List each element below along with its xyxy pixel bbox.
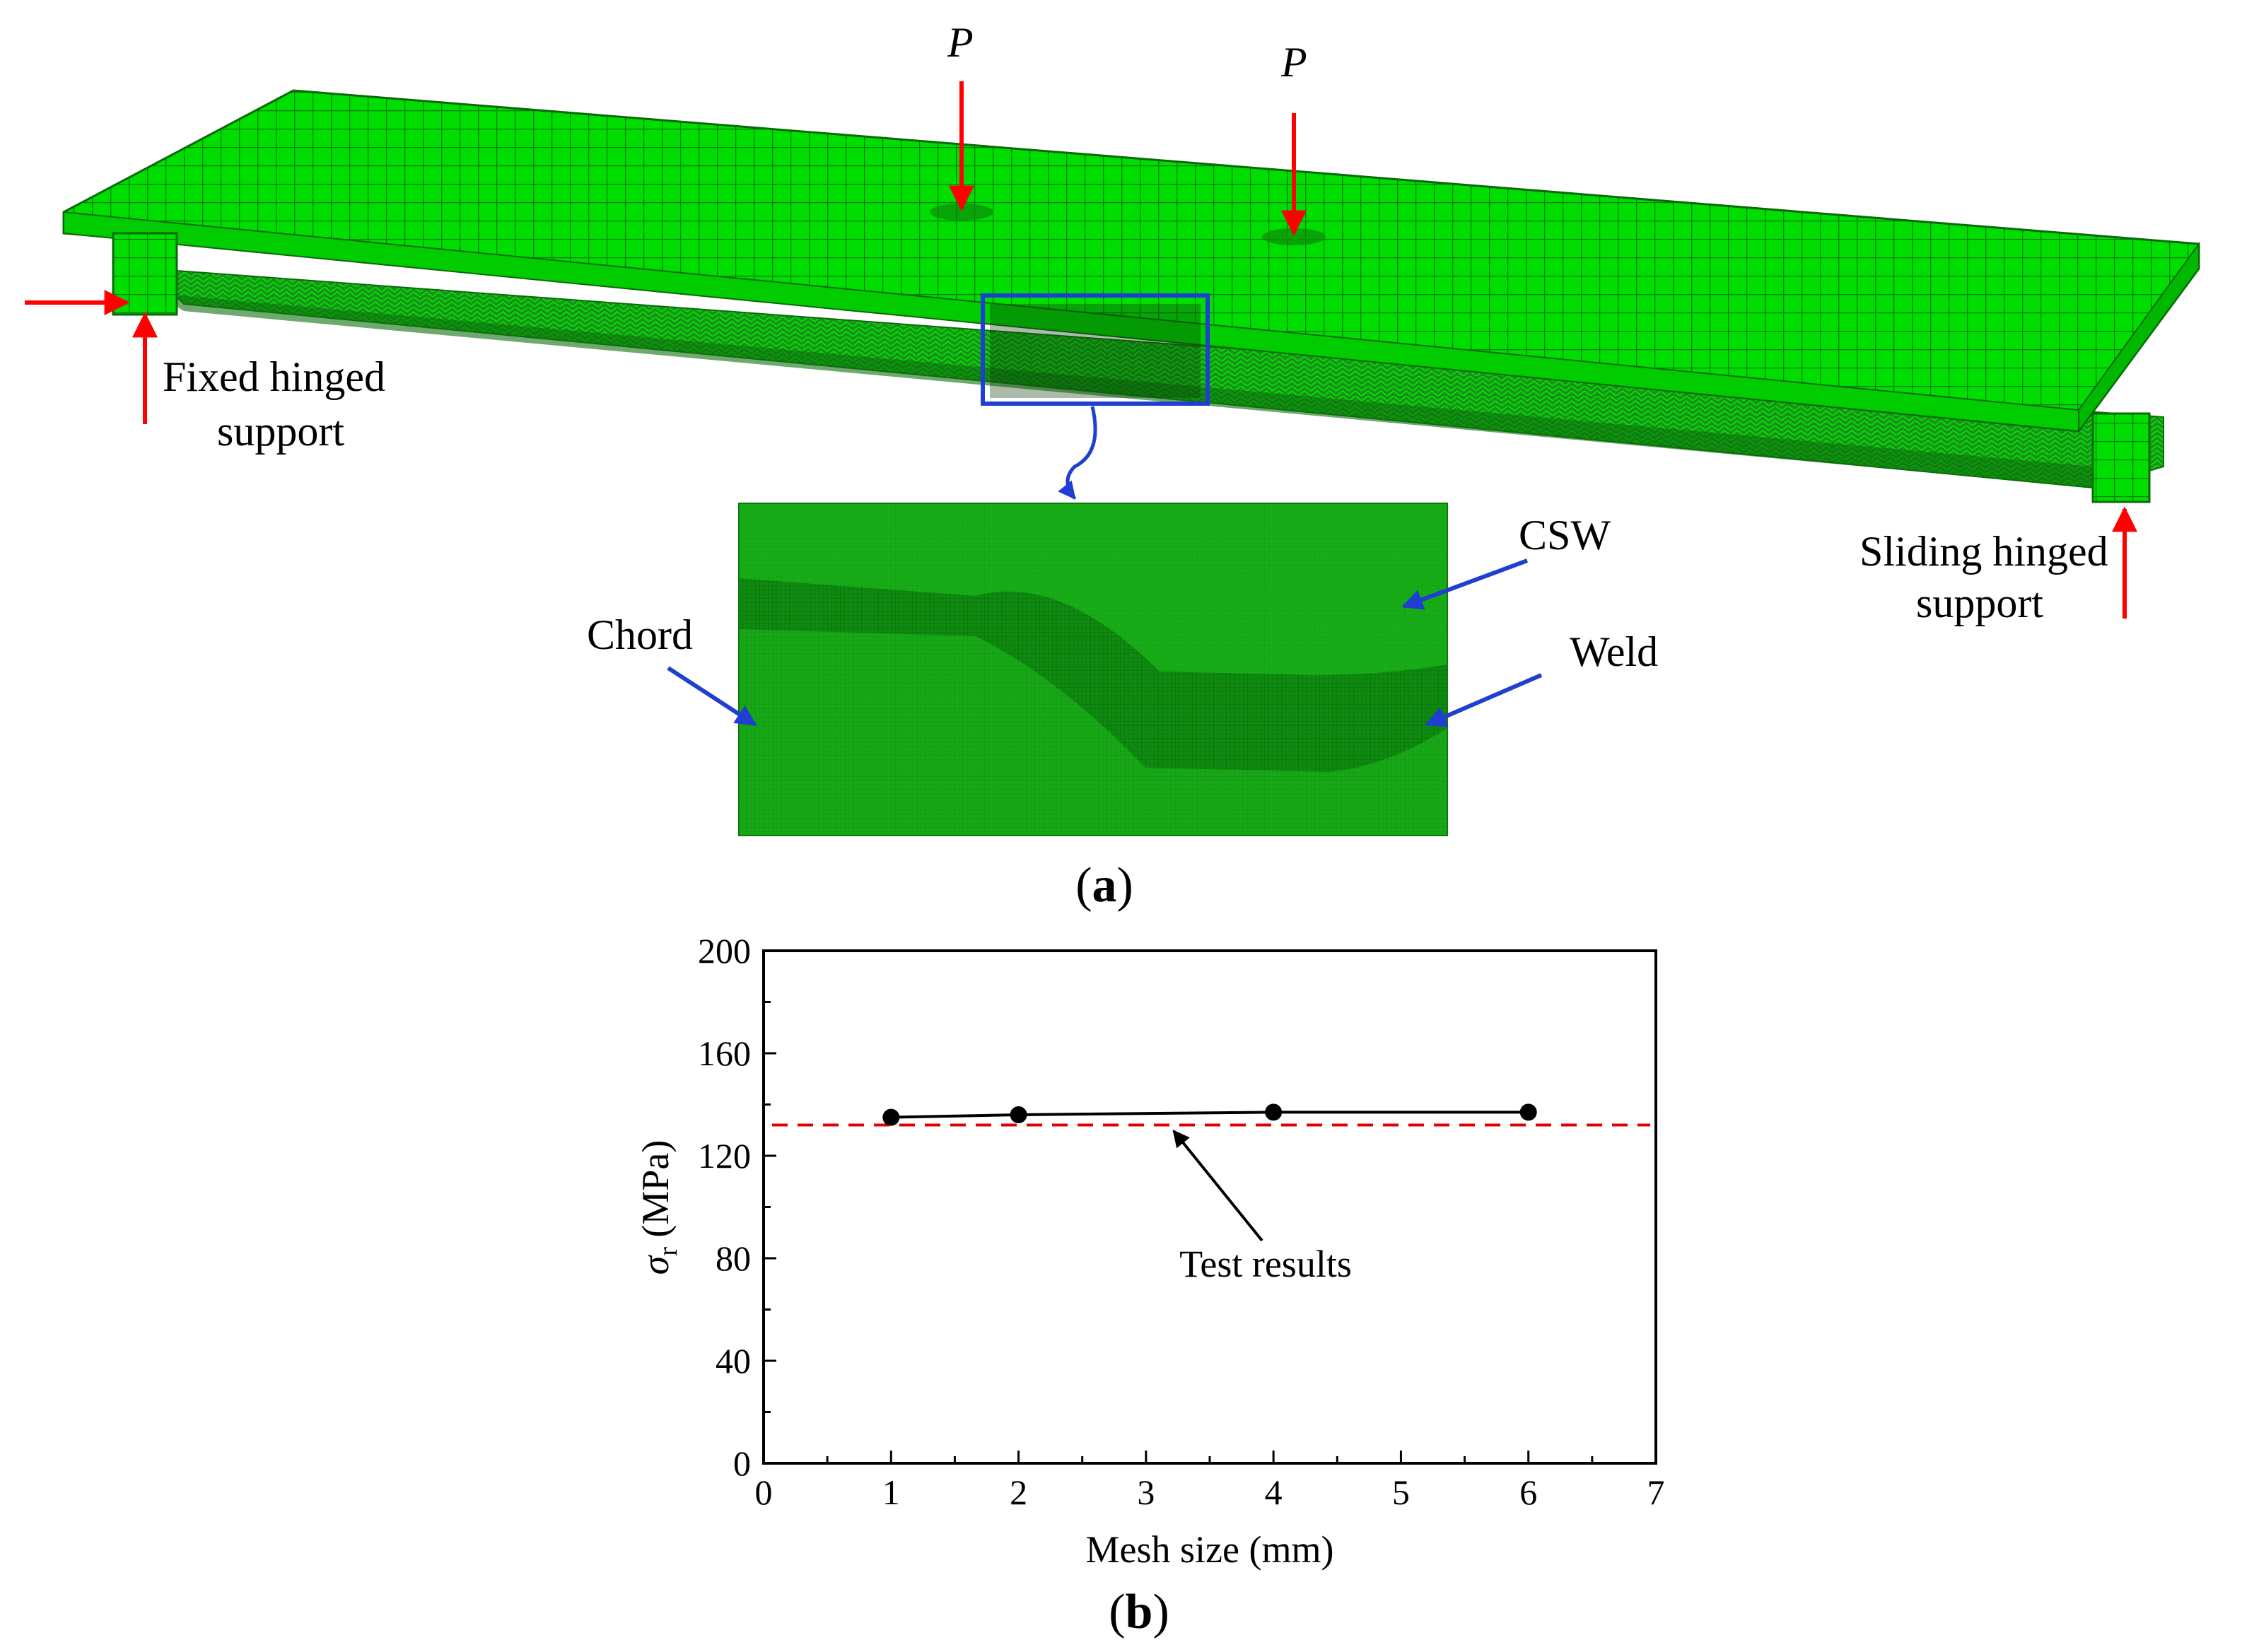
weld-label: Weld — [1570, 628, 1658, 675]
x-tick-label: 7 — [1647, 1472, 1665, 1512]
sliding-support-label-line1: Sliding hinged — [1859, 528, 2108, 575]
weld-band — [739, 578, 1447, 772]
csw-region — [739, 503, 1447, 675]
chart-axes: 0 1 2 3 4 5 6 7 0 40 80 120 160 200 — [698, 931, 1665, 1512]
data-point — [1265, 1103, 1283, 1121]
fixed-support-label-line1: Fixed hinged — [163, 353, 385, 400]
chord-callout-arrow — [667, 666, 757, 727]
chart-marks — [772, 1103, 1650, 1127]
y-tick-label: 40 — [716, 1341, 751, 1381]
csw-label: CSW — [1519, 512, 1611, 558]
beam-model — [62, 89, 2200, 503]
load-arrows: P P — [947, 19, 1307, 236]
data-point — [882, 1108, 900, 1126]
x-tick-label: 6 — [1519, 1472, 1537, 1512]
load-label-1: P — [947, 19, 974, 66]
panel-b-label: (b) — [1109, 1585, 1169, 1639]
right-support-block — [2091, 412, 2151, 503]
chart-plot-frame — [762, 949, 1657, 1465]
x-tick-label: 3 — [1137, 1472, 1155, 1512]
x-axis-label: Mesh size (mm) — [1086, 1528, 1334, 1571]
x-tick-label: 2 — [1010, 1472, 1027, 1512]
x-tick-label: 1 — [882, 1472, 900, 1512]
series-line — [891, 1111, 1529, 1119]
zoom-connector-arrow — [1058, 406, 1097, 500]
load-pad-1 — [930, 204, 993, 221]
beam-web-shadow — [156, 293, 2093, 488]
y-tick-label: 80 — [716, 1238, 751, 1278]
y-tick-label: 200 — [698, 931, 751, 971]
y-axis-label: σr (MPa) — [634, 1140, 683, 1275]
x-tick-label: 5 — [1392, 1472, 1410, 1512]
annotation-test-results: Test results — [1179, 1243, 1352, 1285]
weld-callout-arrow — [1425, 673, 1543, 727]
annotation-arrow — [1172, 1130, 1263, 1242]
zoom-highlight-detail — [990, 304, 1201, 398]
sliding-support-label-line2: support — [1916, 580, 2043, 626]
load-label-2: P — [1280, 39, 1307, 86]
beam-deck-end — [2078, 241, 2200, 434]
zoom-detail-view — [738, 503, 1448, 836]
x-tick-label: 4 — [1265, 1472, 1283, 1512]
load-pad-2 — [1262, 228, 1326, 245]
y-tick-label: 160 — [698, 1033, 751, 1073]
y-tick-label: 120 — [698, 1136, 751, 1176]
fixed-support-label-line2: support — [217, 408, 344, 455]
support-arrows — [25, 290, 2137, 619]
data-point — [1519, 1103, 1537, 1121]
y-tick-label: 0 — [733, 1443, 751, 1483]
data-point — [1010, 1106, 1027, 1123]
chord-label: Chord — [587, 611, 693, 658]
zoom-highlight-box — [981, 293, 1210, 406]
x-tick-label: 0 — [755, 1472, 773, 1512]
csw-callout-arrow — [1401, 558, 1529, 610]
chord-region — [739, 629, 1447, 836]
chart: 0 1 2 3 4 5 6 7 0 40 80 120 160 200 Mesh size (mm) σr… — [634, 931, 1665, 1571]
zoom-detail-frame — [738, 503, 1448, 836]
panel-a-label: (a) — [1075, 858, 1133, 913]
